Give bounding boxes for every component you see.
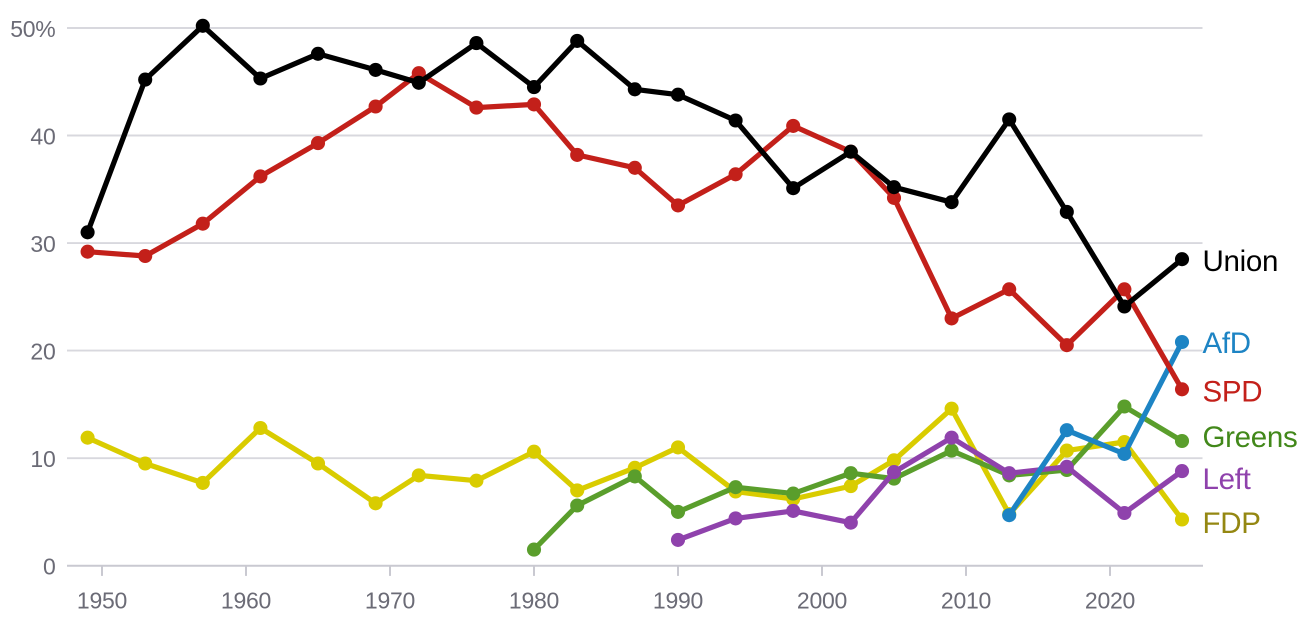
svg-text:1960: 1960 — [221, 588, 271, 614]
svg-text:50%: 50% — [10, 16, 55, 42]
svg-text:2020: 2020 — [1085, 588, 1135, 614]
svg-text:Left: Left — [1203, 463, 1251, 496]
svg-text:1980: 1980 — [509, 588, 559, 614]
svg-text:30: 30 — [30, 231, 55, 257]
svg-text:2000: 2000 — [797, 588, 847, 614]
svg-text:FDP: FDP — [1203, 507, 1261, 540]
svg-text:Greens: Greens — [1203, 421, 1298, 454]
svg-text:2010: 2010 — [941, 588, 991, 614]
svg-text:SPD: SPD — [1203, 376, 1263, 409]
svg-text:1970: 1970 — [365, 588, 415, 614]
svg-text:1950: 1950 — [77, 588, 127, 614]
svg-text:1990: 1990 — [653, 588, 703, 614]
svg-text:10: 10 — [30, 446, 55, 472]
svg-text:Union: Union — [1203, 245, 1279, 278]
svg-text:AfD: AfD — [1203, 327, 1251, 360]
svg-text:40: 40 — [30, 124, 55, 150]
svg-text:0: 0 — [43, 554, 56, 580]
svg-text:20: 20 — [30, 339, 55, 365]
